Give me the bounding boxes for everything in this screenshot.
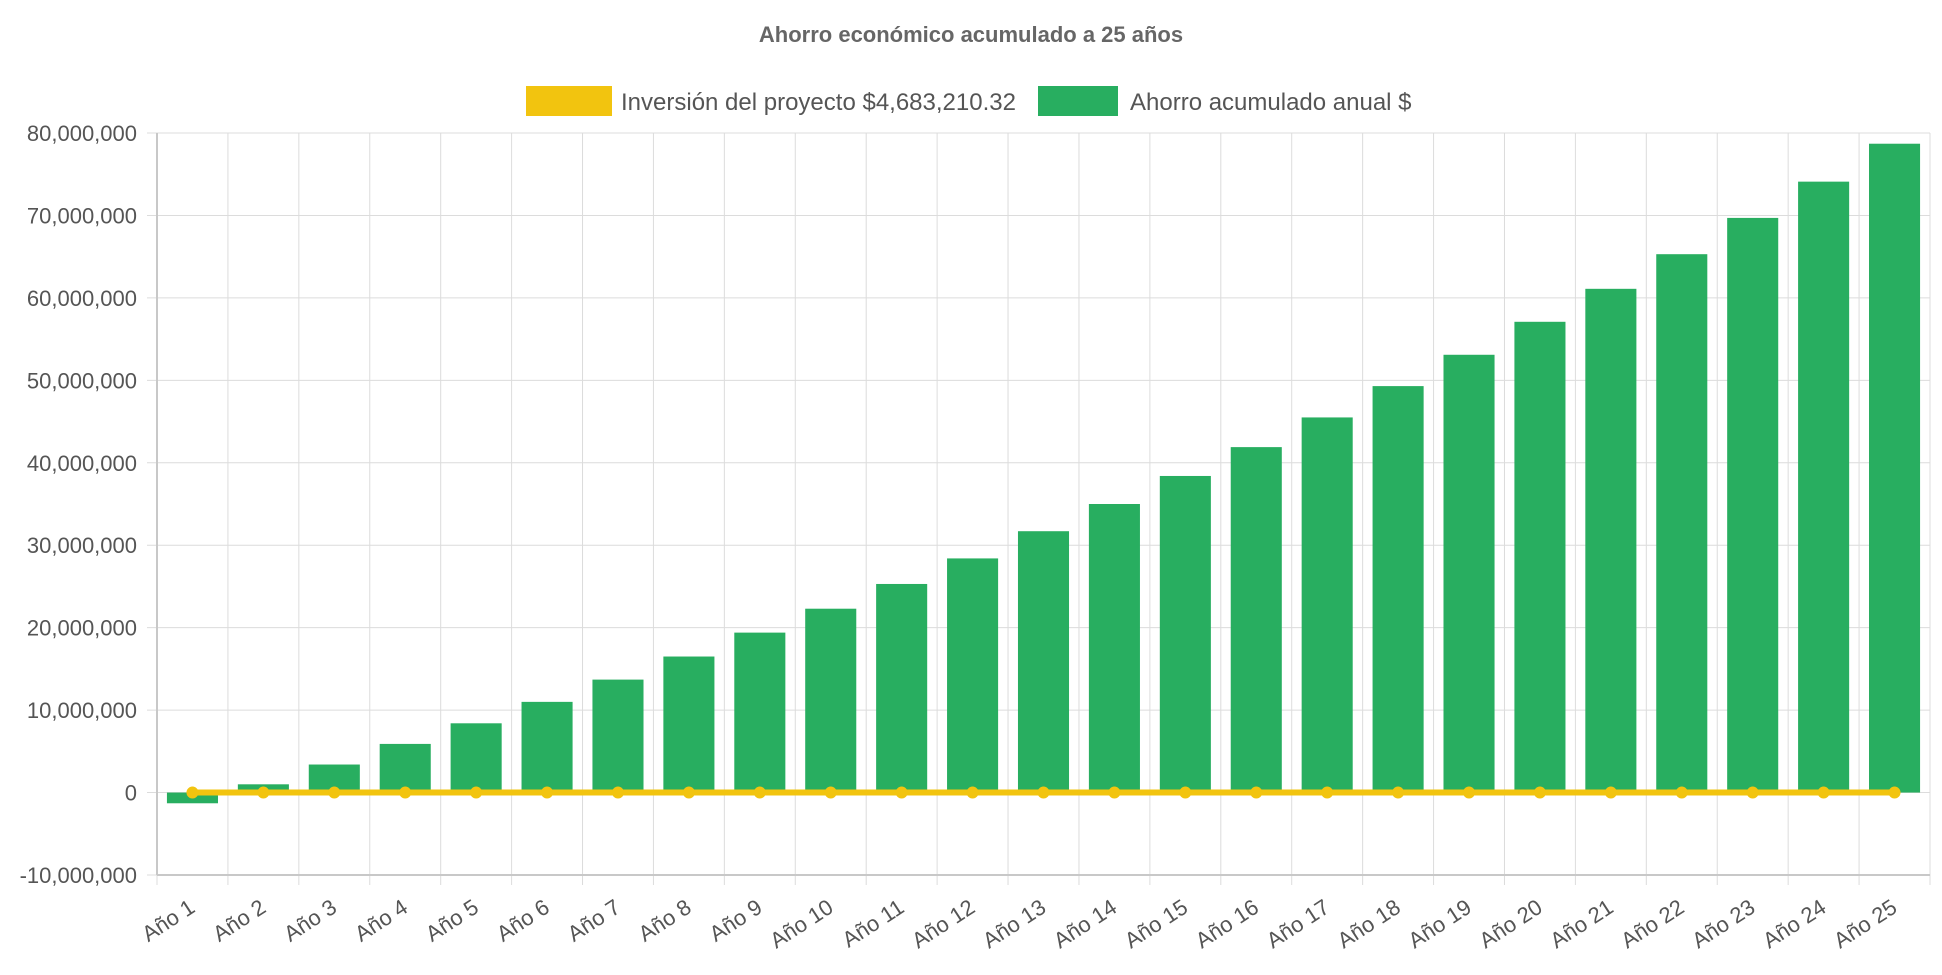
point-inversion[interactable] bbox=[257, 786, 270, 799]
legend-label-inversion: Inversión del proyecto $4,683,210.32 bbox=[621, 89, 1016, 116]
bar-ahorro[interactable] bbox=[1727, 217, 1779, 793]
point-inversion[interactable] bbox=[1675, 786, 1688, 799]
x-tick-label: Año 3 bbox=[279, 894, 341, 946]
bar-ahorro[interactable] bbox=[1301, 417, 1353, 793]
point-inversion[interactable] bbox=[1108, 786, 1121, 799]
point-inversion[interactable] bbox=[1533, 786, 1546, 799]
point-inversion[interactable] bbox=[1817, 786, 1830, 799]
x-tick-label: Año 24 bbox=[1758, 894, 1830, 953]
x-tick-label: Año 9 bbox=[705, 894, 767, 946]
point-inversion[interactable] bbox=[753, 786, 766, 799]
y-tick-label: 30,000,000 bbox=[27, 533, 137, 558]
x-tick-label: Año 12 bbox=[907, 894, 979, 953]
y-tick-label: -10,000,000 bbox=[20, 863, 137, 888]
point-inversion[interactable] bbox=[399, 786, 412, 799]
bars-ahorro-acumulado bbox=[166, 143, 1921, 804]
x-tick-label: Año 22 bbox=[1616, 894, 1688, 953]
x-tick-label: Año 10 bbox=[765, 894, 837, 953]
axes bbox=[156, 133, 1930, 876]
x-tick-label: Año 14 bbox=[1049, 894, 1121, 953]
bar-ahorro[interactable] bbox=[1869, 143, 1921, 793]
bar-ahorro[interactable] bbox=[663, 656, 715, 793]
bar-ahorro[interactable] bbox=[876, 583, 928, 793]
x-axis-tick-labels: Año 1 Año 2 Año 3 Año 4 Año 5 Año 6 Año 7 Año 8… bbox=[137, 894, 1901, 953]
point-inversion[interactable] bbox=[1250, 786, 1263, 799]
x-tick-label: Año 15 bbox=[1120, 894, 1192, 953]
point-inversion[interactable] bbox=[682, 786, 695, 799]
x-tick-label: Año 23 bbox=[1687, 894, 1759, 953]
x-tick-label: Año 11 bbox=[838, 894, 909, 952]
bar-ahorro[interactable] bbox=[450, 723, 502, 793]
x-tick-label: Año 7 bbox=[563, 894, 625, 946]
bar-ahorro[interactable] bbox=[734, 632, 786, 793]
x-tick-label: Año 16 bbox=[1191, 894, 1263, 953]
x-tick-label: Año 21 bbox=[1545, 894, 1617, 953]
y-axis-tick-labels: -10,000,000 0 10,000,000 20,000,000 30,000,0… bbox=[20, 121, 137, 888]
y-tick-label: 0 bbox=[125, 781, 137, 806]
point-inversion[interactable] bbox=[611, 786, 624, 799]
bar-ahorro[interactable] bbox=[1443, 354, 1495, 793]
bar-ahorro[interactable] bbox=[1656, 254, 1708, 793]
x-tick-label: Año 5 bbox=[421, 894, 483, 946]
x-tick-label: Año 8 bbox=[634, 894, 696, 946]
x-tick-label: Año 19 bbox=[1404, 894, 1476, 953]
point-inversion[interactable] bbox=[1888, 786, 1901, 799]
y-tick-label: 20,000,000 bbox=[27, 616, 137, 641]
bar-ahorro[interactable] bbox=[379, 743, 431, 793]
bar-ahorro[interactable] bbox=[592, 679, 644, 793]
point-inversion[interactable] bbox=[328, 786, 341, 799]
bar-ahorro[interactable] bbox=[1585, 288, 1637, 793]
legend-item-ahorro[interactable]: Ahorro acumulado anual $ bbox=[1038, 86, 1412, 116]
point-inversion[interactable] bbox=[895, 786, 908, 799]
x-tick-label: Año 2 bbox=[208, 894, 270, 946]
point-inversion[interactable] bbox=[1463, 786, 1476, 799]
point-inversion[interactable] bbox=[186, 786, 199, 799]
bar-ahorro[interactable] bbox=[1159, 475, 1211, 793]
grid-lines bbox=[147, 132, 1931, 885]
bar-ahorro[interactable] bbox=[805, 608, 857, 793]
legend-swatch-ahorro bbox=[1038, 86, 1118, 116]
y-tick-label: 70,000,000 bbox=[27, 203, 137, 228]
y-tick-label: 50,000,000 bbox=[27, 368, 137, 393]
legend-swatch-inversion bbox=[526, 86, 612, 116]
line-inversion-proyecto bbox=[186, 786, 1901, 799]
bar-ahorro[interactable] bbox=[1372, 386, 1424, 793]
point-inversion[interactable] bbox=[470, 786, 483, 799]
y-tick-label: 10,000,000 bbox=[27, 698, 137, 723]
bar-ahorro[interactable] bbox=[1088, 504, 1140, 793]
point-inversion[interactable] bbox=[966, 786, 979, 799]
x-tick-label: Año 20 bbox=[1475, 894, 1547, 953]
bar-ahorro[interactable] bbox=[1230, 447, 1282, 793]
x-tick-label: Año 25 bbox=[1829, 894, 1901, 953]
point-inversion[interactable] bbox=[824, 786, 837, 799]
point-inversion[interactable] bbox=[1321, 786, 1334, 799]
point-inversion[interactable] bbox=[1179, 786, 1192, 799]
y-tick-label: 60,000,000 bbox=[27, 286, 137, 311]
bar-ahorro[interactable] bbox=[521, 701, 573, 793]
bar-ahorro[interactable] bbox=[1798, 181, 1850, 793]
x-tick-label: Año 18 bbox=[1333, 894, 1405, 953]
point-inversion[interactable] bbox=[1392, 786, 1405, 799]
point-inversion[interactable] bbox=[1037, 786, 1050, 799]
bar-ahorro[interactable] bbox=[1017, 531, 1070, 793]
bar-ahorro[interactable] bbox=[1514, 321, 1566, 793]
point-inversion[interactable] bbox=[541, 786, 554, 799]
x-tick-label: Año 1 bbox=[137, 894, 199, 946]
legend-label-ahorro: Ahorro acumulado anual $ bbox=[1130, 89, 1412, 116]
legend: Inversión del proyecto $4,683,210.32 Aho… bbox=[526, 86, 1412, 116]
point-inversion[interactable] bbox=[1604, 786, 1617, 799]
x-tick-label: Año 17 bbox=[1262, 894, 1334, 953]
chart-title: Ahorro económico acumulado a 25 años bbox=[759, 22, 1183, 47]
legend-item-inversion[interactable]: Inversión del proyecto $4,683,210.32 bbox=[526, 86, 1016, 116]
y-tick-label: 80,000,000 bbox=[27, 121, 137, 146]
x-tick-label: Año 6 bbox=[492, 894, 554, 946]
y-tick-label: 40,000,000 bbox=[27, 451, 137, 476]
x-tick-label: Año 13 bbox=[978, 894, 1050, 953]
x-tick-label: Año 4 bbox=[350, 894, 412, 946]
point-inversion[interactable] bbox=[1746, 786, 1759, 799]
bar-ahorro[interactable] bbox=[947, 558, 999, 793]
